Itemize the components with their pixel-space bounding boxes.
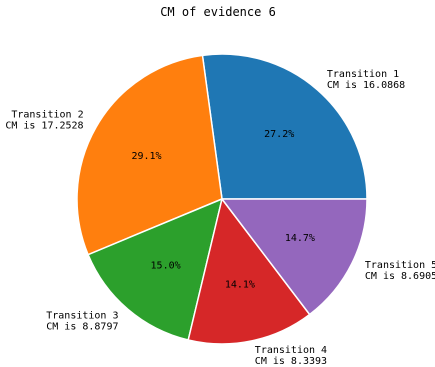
slice-cm-label-2: CM is 17.2528 xyxy=(5,121,83,132)
slice-cm-label-5: CM is 8.6905 xyxy=(365,271,435,282)
slice-name-label-3: Transition 3 xyxy=(46,310,118,321)
slice-name-label-5: Transition 5 xyxy=(365,260,435,271)
slice-name-label-2: Transition 2 xyxy=(11,110,83,121)
pie-slice-2 xyxy=(76,54,223,256)
slice-name-label-4: Transition 4 xyxy=(255,345,327,356)
percent-label-1: 27.2% xyxy=(264,129,294,140)
slice-cm-label-1: CM is 16.0868 xyxy=(327,80,405,91)
pie-slice-1 xyxy=(201,53,368,200)
chart-title: CM of evidence 6 xyxy=(160,5,276,19)
percent-label-2: 29.1% xyxy=(131,151,161,162)
slice-name-label-1: Transition 1 xyxy=(327,69,399,80)
percent-label-4: 14.1% xyxy=(225,280,255,291)
pie-slices xyxy=(76,53,368,345)
percent-labels: 27.2% 29.1% 15.0% 14.1% 14.7% xyxy=(131,129,315,291)
pie-slice-5 xyxy=(221,198,368,316)
pie-slice-4 xyxy=(187,198,311,345)
percent-label-3: 15.0% xyxy=(151,261,181,272)
slice-cm-label-3: CM is 8.8797 xyxy=(46,321,118,332)
slice-cm-label-4: CM is 8.3393 xyxy=(255,356,327,367)
pie-slice-3 xyxy=(87,198,223,341)
percent-label-5: 14.7% xyxy=(285,233,315,244)
